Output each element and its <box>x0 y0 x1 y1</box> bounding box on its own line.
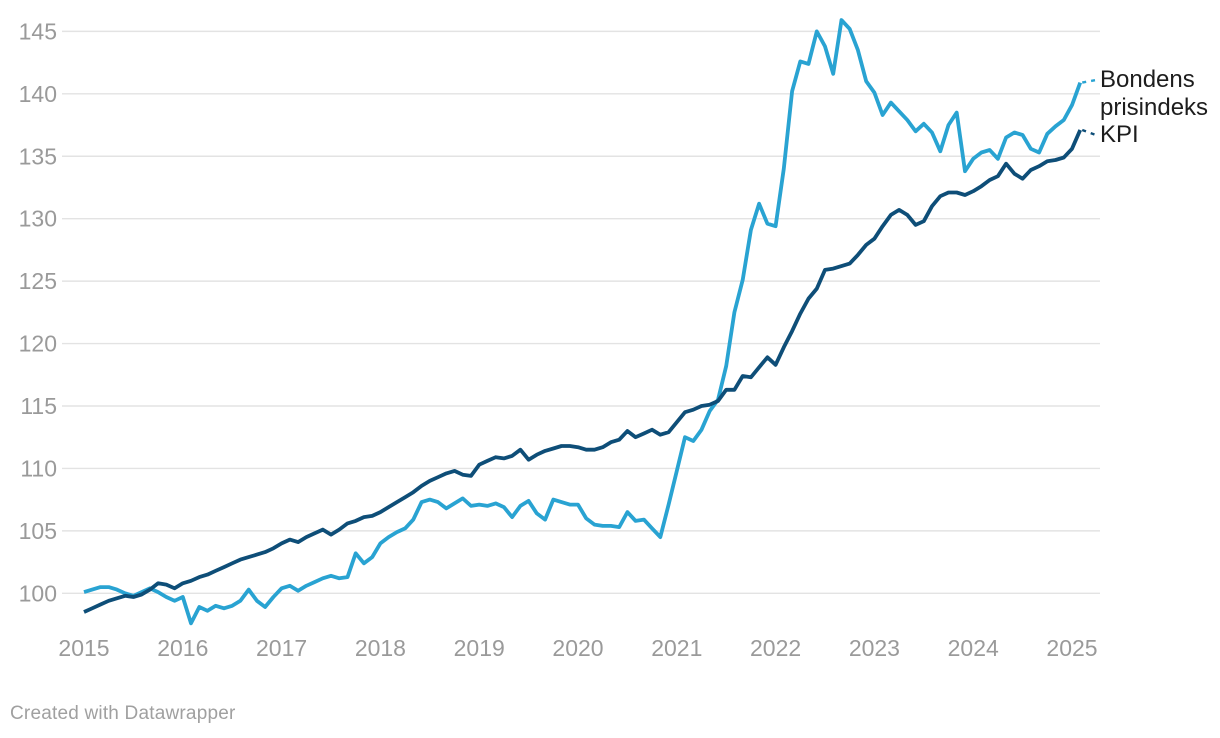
y-axis-tick-label: 110 <box>20 455 57 481</box>
y-axis-tick-label: 135 <box>19 143 57 169</box>
y-axis-tick-label: 120 <box>19 331 57 357</box>
x-axis-tick-label: 2024 <box>948 635 999 661</box>
x-axis-tick-label: 2020 <box>552 635 603 661</box>
series-end-label-kpi: KPI <box>1100 121 1139 148</box>
series-line-kpi <box>83 129 1082 614</box>
x-axis-tick-label: 2023 <box>849 635 900 661</box>
y-axis-tick-label: 140 <box>19 81 57 107</box>
line-chart: 100 105 110 115 120 125 130 135 140 145 2015 2016 20… <box>19 18 1208 661</box>
series-end-label-bondens-prisindeks: prisindeks <box>1100 94 1208 121</box>
x-axis-tick-label: 2016 <box>157 635 208 661</box>
footer-credit: Created with Datawrapper <box>10 703 236 724</box>
x-axis-tick-label: 2022 <box>750 635 801 661</box>
y-axis-tick-label: 100 <box>19 580 57 606</box>
x-axis-tick-label: 2019 <box>454 635 505 661</box>
y-axis-tick-label: 145 <box>19 18 57 44</box>
legend-connector-bondens-prisindeks <box>1082 78 1097 84</box>
series-line-bondens-prisindeks <box>83 18 1082 626</box>
y-axis-tick-label: 125 <box>19 268 57 294</box>
series-end-label-bondens-prisindeks: Bondens <box>1100 66 1195 93</box>
x-axis-tick-label: 2025 <box>1046 635 1097 661</box>
x-axis-tick-label: 2021 <box>651 635 702 661</box>
y-axis-tick-label: 130 <box>19 206 57 232</box>
x-axis-tick-label: 2017 <box>256 635 307 661</box>
x-axis-tick-label: 2018 <box>355 635 406 661</box>
x-axis-tick-label: 2015 <box>58 635 109 661</box>
y-axis-tick-label: 115 <box>20 393 57 419</box>
legend-connector-kpi <box>1081 128 1097 137</box>
y-axis-tick-label: 105 <box>19 518 57 544</box>
